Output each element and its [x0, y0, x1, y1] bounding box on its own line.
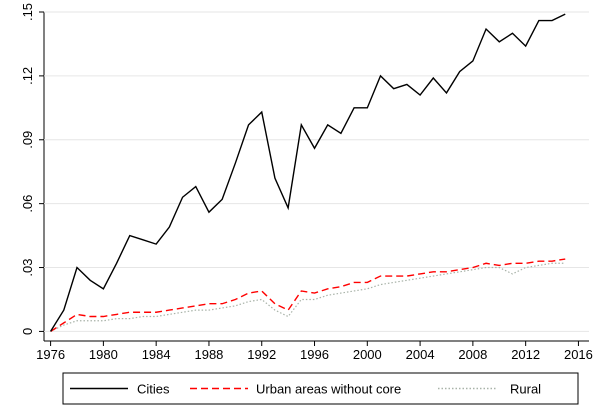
x-tick-label: 1980	[89, 347, 118, 362]
legend-label: Urban areas without core	[256, 382, 401, 397]
y-tick-label: .06	[20, 195, 35, 213]
x-tick-label: 2016	[564, 347, 593, 362]
x-tick-label: 1996	[300, 347, 329, 362]
x-tick-label: 1984	[142, 347, 171, 362]
x-tick-label: 2000	[353, 347, 382, 362]
series-line	[50, 258, 566, 333]
x-tick-label: 1992	[247, 347, 276, 362]
x-tick-label: 2008	[458, 347, 487, 362]
series-line	[50, 13, 566, 332]
y-tick-label: .09	[20, 131, 35, 149]
y-tick-label: .15	[20, 3, 35, 21]
series-line	[50, 262, 566, 332]
x-tick-label: 1976	[36, 347, 65, 362]
y-tick-label: 0	[20, 328, 35, 335]
legend-label: Rural	[510, 382, 541, 397]
x-tick-label: 2012	[511, 347, 540, 362]
y-tick-label: .03	[20, 258, 35, 276]
y-tick-label: .12	[20, 67, 35, 85]
x-tick-label: 2004	[406, 347, 435, 362]
legend-box	[62, 372, 579, 405]
x-tick-label: 1988	[194, 347, 223, 362]
legend-label: Cities	[137, 382, 170, 397]
